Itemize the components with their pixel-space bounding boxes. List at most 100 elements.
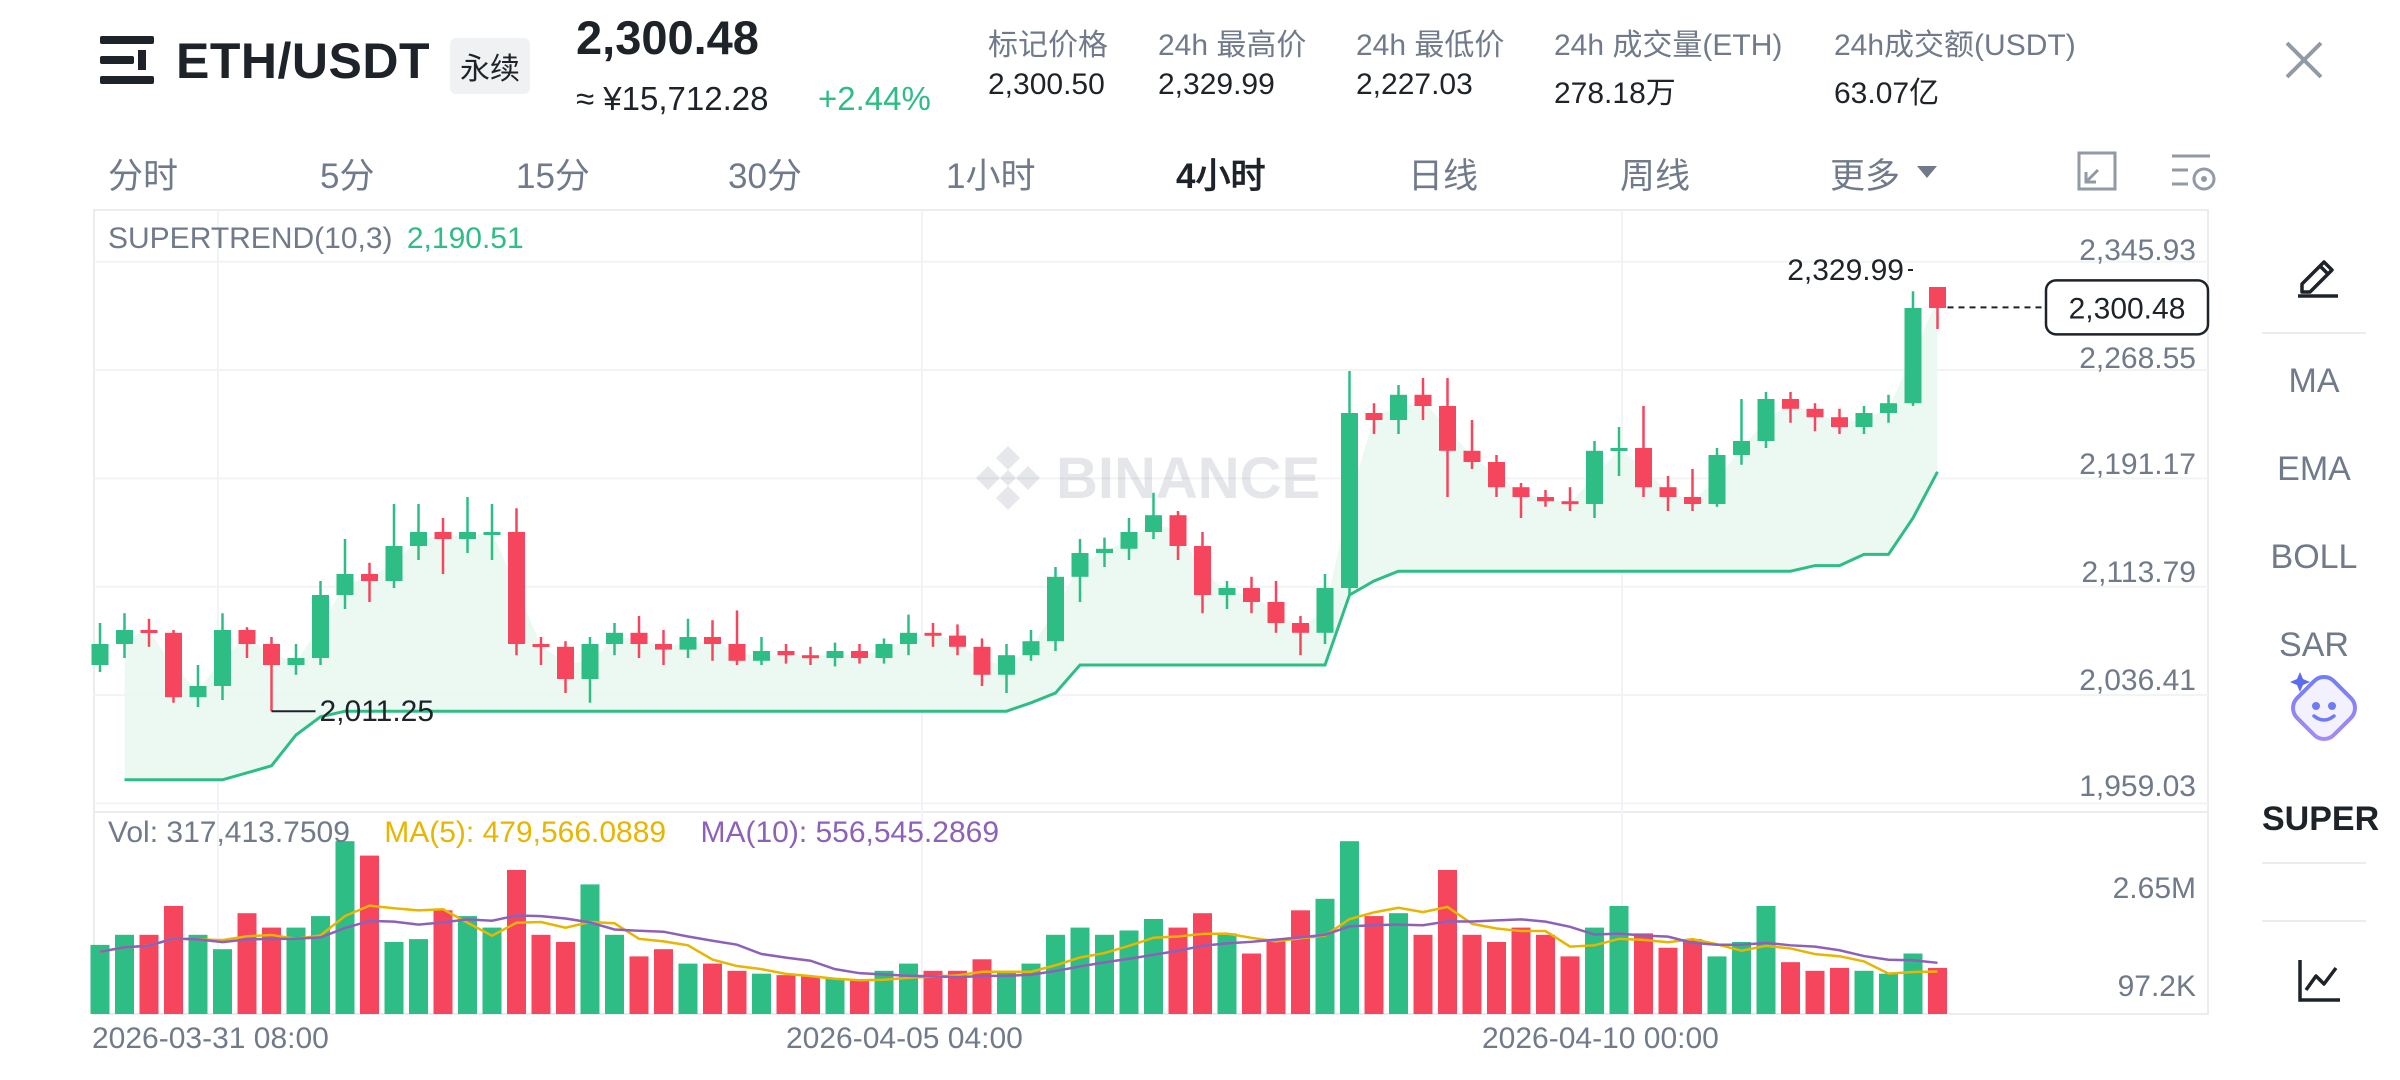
chevron-down-icon[interactable]	[1916, 164, 1938, 180]
candle[interactable]	[1145, 492, 1162, 539]
candle[interactable]	[851, 644, 868, 664]
candle[interactable]	[949, 624, 966, 656]
tab-interval-30m[interactable]: 30分	[728, 157, 802, 196]
chart-line-icon[interactable]	[2296, 958, 2342, 1004]
candle[interactable]	[900, 614, 917, 656]
candle[interactable]	[802, 646, 819, 665]
candle[interactable]	[1488, 455, 1505, 497]
candle[interactable]	[1684, 469, 1701, 511]
candle[interactable]	[91, 623, 109, 672]
candle[interactable]	[1904, 291, 1922, 406]
candle[interactable]	[1096, 537, 1113, 567]
tab-interval-week[interactable]: 周线	[1620, 157, 1691, 196]
candle[interactable]	[165, 630, 182, 703]
candle[interactable]	[1561, 487, 1579, 511]
candle[interactable]	[410, 504, 427, 560]
candle[interactable]	[1316, 574, 1334, 644]
candle[interactable]	[263, 637, 280, 712]
candle[interactable]	[581, 637, 599, 703]
candle[interactable]	[1439, 378, 1456, 497]
indicator-sar[interactable]: SAR	[2279, 626, 2349, 660]
candle[interactable]	[1929, 287, 1946, 329]
tab-interval-5m[interactable]: 5分	[320, 157, 375, 196]
candle[interactable]	[1806, 403, 1824, 432]
candle[interactable]	[1880, 394, 1897, 423]
fullscreen-icon[interactable]	[2076, 150, 2118, 192]
candle[interactable]	[1733, 399, 1750, 465]
candle[interactable]	[1120, 518, 1138, 560]
candle[interactable]	[1194, 532, 1211, 614]
candle[interactable]	[116, 613, 133, 658]
candle[interactable]	[1169, 511, 1187, 560]
candle[interactable]	[1586, 441, 1603, 518]
candle[interactable]	[1831, 408, 1848, 434]
candle[interactable]	[777, 644, 795, 664]
candle[interactable]	[508, 508, 525, 656]
candle[interactable]	[1047, 567, 1064, 651]
candle[interactable]	[728, 610, 746, 665]
candle[interactable]	[459, 497, 476, 553]
candle[interactable]	[483, 504, 501, 560]
candle[interactable]	[1782, 392, 1799, 423]
candlestick-chart[interactable]: BINANCE 2,345.93 2,268.55 2,191.17 2,113.79…	[0, 0, 2260, 1080]
candle[interactable]	[1292, 616, 1309, 656]
candle[interactable]	[238, 627, 256, 658]
candle[interactable]	[189, 665, 207, 707]
candle[interactable]	[361, 562, 378, 602]
candle[interactable]	[875, 638, 893, 664]
candle[interactable]	[655, 630, 672, 665]
candle[interactable]	[312, 581, 329, 665]
candle[interactable]	[1659, 476, 1677, 511]
candle[interactable]	[1267, 581, 1285, 633]
candle[interactable]	[1635, 406, 1652, 497]
candle[interactable]	[924, 623, 942, 647]
tab-interval-15m[interactable]: 15分	[516, 157, 590, 196]
candle[interactable]	[287, 644, 305, 675]
candle[interactable]	[630, 616, 648, 658]
candle[interactable]	[1243, 576, 1260, 614]
tab-interval-4h[interactable]: 4小时	[1176, 157, 1266, 196]
candle[interactable]	[1537, 490, 1554, 507]
candle[interactable]	[214, 613, 231, 700]
candle[interactable]	[1390, 385, 1407, 434]
tab-interval-1h[interactable]: 1小时	[946, 157, 1036, 196]
indicator-boll[interactable]: BOLL	[2270, 538, 2358, 576]
ai-assistant-icon[interactable]	[2284, 668, 2364, 748]
candle[interactable]	[140, 618, 158, 647]
candle[interactable]	[826, 642, 844, 667]
candle[interactable]	[1022, 630, 1040, 661]
tab-interval-more[interactable]: 更多	[1830, 157, 1901, 196]
candle[interactable]	[1757, 392, 1775, 448]
menu-icon[interactable]	[100, 36, 154, 86]
candle[interactable]	[753, 637, 770, 665]
indicator-ema[interactable]: EMA	[2277, 450, 2351, 488]
candle[interactable]	[1708, 448, 1726, 507]
candle[interactable]	[1855, 406, 1873, 434]
candle[interactable]	[1512, 483, 1530, 518]
candle[interactable]	[1365, 403, 1383, 434]
candle[interactable]	[1218, 581, 1236, 609]
pencil-icon[interactable]	[2294, 250, 2342, 298]
candle[interactable]	[973, 638, 991, 686]
candle[interactable]	[704, 620, 721, 661]
candle[interactable]	[532, 637, 550, 665]
candle[interactable]	[1414, 378, 1432, 420]
tab-interval-time[interactable]: 分时	[108, 157, 179, 196]
candle[interactable]	[385, 504, 403, 588]
close-icon[interactable]	[2284, 40, 2324, 80]
candle[interactable]	[1071, 539, 1089, 602]
candle[interactable]	[998, 644, 1015, 693]
tab-interval-day[interactable]: 日线	[1408, 157, 1479, 196]
candle[interactable]	[336, 539, 354, 609]
chart-settings-icon[interactable]	[2170, 152, 2218, 194]
indicator-supertrend[interactable]: SUPER	[2262, 800, 2380, 838]
candle[interactable]	[1463, 420, 1481, 469]
candle[interactable]	[1341, 371, 1358, 595]
pair-title[interactable]: ETH/USDT	[176, 33, 430, 89]
candle[interactable]	[434, 518, 452, 574]
candle[interactable]	[557, 641, 574, 693]
candle[interactable]	[679, 618, 697, 658]
candle[interactable]	[606, 623, 623, 656]
indicator-ma[interactable]: MA	[2288, 362, 2340, 400]
candle[interactable]	[1610, 427, 1628, 476]
